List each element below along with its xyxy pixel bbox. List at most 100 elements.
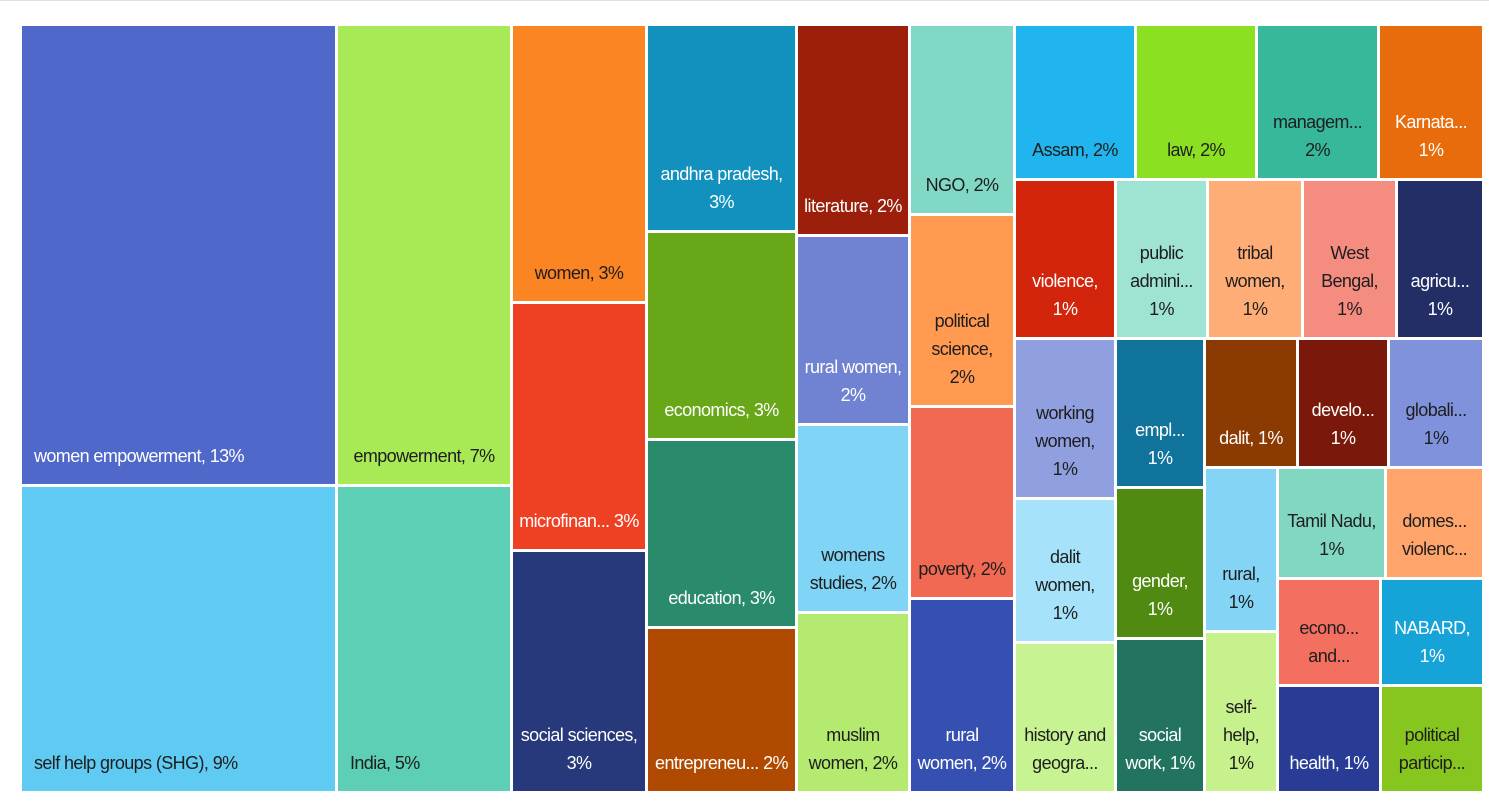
category-label: womens studies, — [809, 545, 886, 593]
tile: rural, 1% — [1206, 469, 1276, 630]
value-label: 1% — [1228, 753, 1254, 773]
category-label: public admini... — [1130, 243, 1193, 291]
value-label: 1% — [1343, 753, 1369, 773]
tile: Karnata... 1% — [1380, 26, 1482, 178]
value-label: 3% — [613, 511, 639, 531]
tile-label: NABARD, 1% — [1388, 614, 1476, 670]
tile-label: womens studies, 2% — [804, 541, 902, 597]
value-label: 1% — [1169, 753, 1195, 773]
value-label: 2% — [1093, 140, 1118, 160]
tile-label: agricu... 1% — [1404, 267, 1476, 323]
category-label: rural women, — [804, 357, 902, 377]
value-label: 2% — [949, 367, 975, 387]
tile-label: rural, 1% — [1212, 560, 1270, 616]
category-label: political particip... — [1398, 725, 1466, 773]
category-label: Assam, — [1032, 140, 1089, 160]
tile: history and geogra... — [1016, 644, 1114, 791]
tile: globali... 1% — [1390, 340, 1482, 466]
value-label: 2% — [872, 753, 898, 773]
tile: political science, 2% — [911, 216, 1013, 405]
tile-label: NGO, 2% — [926, 171, 999, 199]
value-label: 1% — [1427, 299, 1453, 319]
value-label: 3% — [709, 192, 734, 212]
tile: NGO, 2% — [911, 26, 1013, 213]
category-label: violence, — [1032, 271, 1098, 291]
tile: womens studies, 2% — [798, 426, 908, 611]
value-label: 1% — [1258, 428, 1283, 448]
tile-label: education, 3% — [668, 584, 775, 612]
tile-label: globali... 1% — [1396, 396, 1476, 452]
category-label: empowerment, — [353, 446, 466, 466]
tile: muslim women, 2% — [798, 614, 908, 791]
tile: NABARD, 1% — [1382, 580, 1482, 684]
value-label: 2% — [840, 385, 866, 405]
tile: self help groups (SHG), 9% — [22, 487, 335, 791]
tile: microfinan... 3% — [513, 304, 645, 549]
category-label: self help groups (SHG), — [34, 753, 209, 773]
category-label: managem... — [1272, 112, 1363, 132]
tile-label: self help groups (SHG), 9% — [34, 749, 238, 777]
value-label: 3% — [598, 263, 624, 283]
value-label: 1% — [1149, 299, 1174, 319]
tile-label: Tamil Nadu, 1% — [1285, 507, 1378, 563]
tile-label: women, 3% — [535, 259, 624, 287]
tile: women empowerment, 13% — [22, 26, 335, 484]
tile-label: self-help, 1% — [1212, 693, 1270, 777]
category-label: social work, — [1125, 725, 1182, 773]
tile: domes... violenc... — [1387, 469, 1482, 577]
tile-label: social sciences, 3% — [519, 721, 639, 777]
category-label: muslim women, — [808, 725, 881, 773]
tile: political particip... — [1382, 687, 1482, 791]
category-label: globali... — [1405, 400, 1467, 420]
tile: rural women, 2% — [911, 600, 1013, 791]
value-label: 2% — [877, 196, 902, 216]
tile: entrepreneu... 2% — [648, 629, 795, 791]
value-label: 1% — [1052, 299, 1078, 319]
category-label: West Bengal, — [1321, 243, 1378, 291]
tile: Tamil Nadu, 1% — [1279, 469, 1384, 577]
category-label: rural women, — [917, 725, 979, 773]
value-label: 1% — [1052, 459, 1078, 479]
value-label: 1% — [1319, 539, 1344, 559]
tile: dalit women, 1% — [1016, 500, 1114, 641]
tile-label: domes... violenc... — [1393, 507, 1476, 563]
value-label: 1% — [1228, 592, 1254, 612]
tile: women, 3% — [513, 26, 645, 301]
tile: West Bengal, 1% — [1304, 181, 1395, 337]
value-label: 2% — [981, 753, 1007, 773]
tile: agricu... 1% — [1398, 181, 1482, 337]
value-label: 2% — [973, 175, 999, 195]
tile-label: empl... 1% — [1123, 416, 1197, 472]
category-label: poverty, — [918, 559, 977, 579]
tile: dalit, 1% — [1206, 340, 1296, 466]
tile-label: dalit, 1% — [1219, 424, 1283, 452]
category-label: education, — [668, 588, 746, 608]
tile: law, 2% — [1137, 26, 1255, 178]
tile-label: develo... 1% — [1305, 396, 1381, 452]
value-label: 2% — [763, 753, 788, 773]
category-label: dalit women, — [1035, 547, 1095, 595]
tile-label: Assam, 2% — [1032, 136, 1118, 164]
value-label: 7% — [469, 446, 495, 466]
value-label: 3% — [566, 753, 592, 773]
value-label: 2% — [1200, 140, 1225, 160]
tile-label: rural women, 2% — [917, 721, 1007, 777]
tile-label: India, 5% — [350, 749, 420, 777]
tile-label: history and geogra... — [1022, 721, 1108, 777]
tile-label: microfinan... 3% — [519, 507, 639, 535]
category-label: India, — [350, 753, 391, 773]
value-label: 1% — [1052, 603, 1078, 623]
tile-label: andhra pradesh, 3% — [654, 160, 789, 216]
tile-label: economics, 3% — [664, 396, 779, 424]
tile: self-help, 1% — [1206, 633, 1276, 791]
tile: working women, 1% — [1016, 340, 1114, 497]
category-label: history and geogra... — [1024, 725, 1106, 773]
value-label: 2% — [1305, 140, 1330, 160]
tile: rural women, 2% — [798, 237, 908, 423]
value-label: 1% — [1330, 428, 1356, 448]
tile-label: muslim women, 2% — [804, 721, 902, 777]
tile-label: West Bengal, 1% — [1310, 239, 1389, 323]
tile-label: literature, 2% — [804, 192, 902, 220]
tile-label: entrepreneu... 2% — [655, 749, 789, 777]
